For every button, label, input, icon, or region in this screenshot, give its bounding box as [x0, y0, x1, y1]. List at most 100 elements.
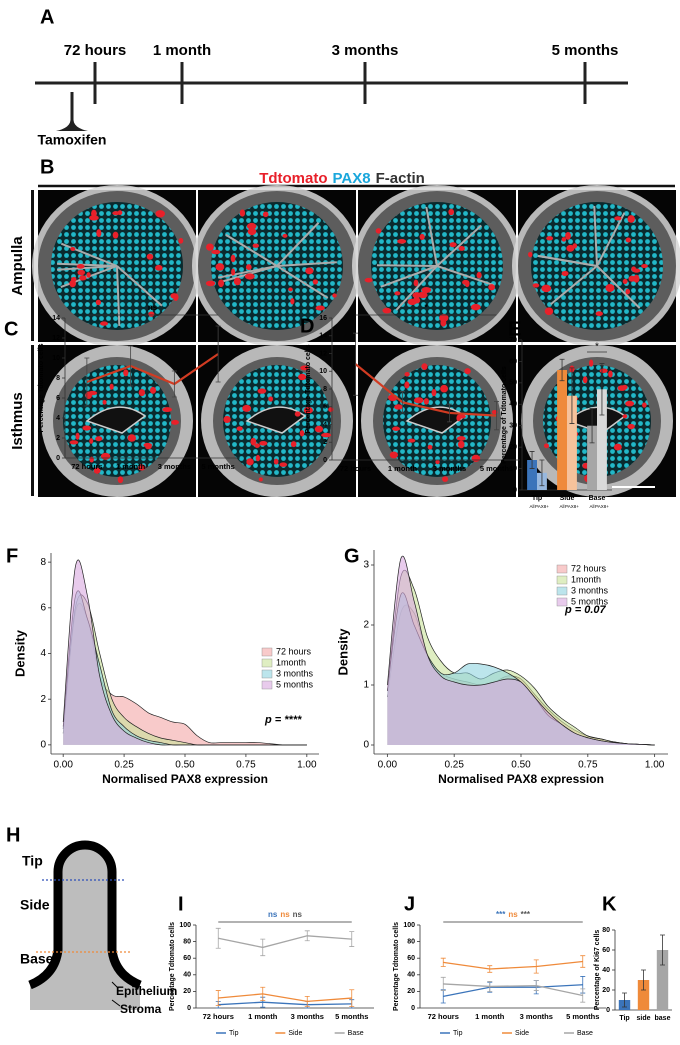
x-tick-label: base — [655, 1015, 671, 1022]
tdtomato-cell — [404, 381, 410, 389]
x-tick-label: 1 month — [388, 464, 418, 473]
significance-part: *** — [496, 910, 506, 919]
tdtomato-cell — [258, 477, 263, 482]
x-tick-label: Tip — [532, 495, 542, 502]
x-tick-label: 3 months — [291, 1012, 324, 1021]
bar-sublabel: All — [590, 504, 595, 509]
fold — [380, 265, 438, 288]
error-bar — [215, 927, 221, 949]
row-bar — [31, 345, 34, 496]
y-tick-label: 0 — [323, 457, 327, 464]
tdtomato-cell — [255, 454, 261, 462]
significance-part: ns — [268, 910, 278, 919]
tdtomato-cell — [242, 404, 252, 412]
tdtomato-cell — [231, 268, 236, 276]
tdtomato-cell — [419, 233, 425, 240]
error-bar — [353, 332, 358, 396]
tdtomato-cell — [290, 441, 297, 448]
y-tick-label: 20 — [509, 444, 517, 451]
density-line — [387, 555, 655, 746]
tdtomato-cell — [279, 462, 288, 467]
error-bar — [349, 931, 355, 947]
tdtomato-cell — [250, 437, 257, 446]
tdtomato-cell — [633, 274, 640, 283]
tdtomato-cell — [138, 464, 146, 471]
legend-label: 3 months — [276, 668, 314, 678]
stain-name: PAX8 — [333, 170, 371, 187]
tamoxifen-marker — [56, 92, 88, 131]
y-tick-label: 60 — [183, 955, 191, 962]
tdtomato-cell — [566, 244, 575, 252]
tdtomato-cell — [328, 407, 334, 412]
y-tick-label: 4 — [56, 415, 60, 422]
error-bar — [589, 408, 595, 444]
tdtomato-cell — [449, 242, 457, 248]
fold — [60, 242, 118, 267]
y-tick-label: 8 — [56, 375, 60, 382]
tdtomato-cell — [86, 272, 91, 278]
tdtomato-cell — [138, 389, 146, 397]
panel-letter: F — [6, 545, 18, 567]
y-tick-label: 40 — [509, 401, 517, 408]
tdtomato-cell — [613, 443, 622, 451]
tdtomato-cell — [205, 280, 216, 287]
bar — [587, 425, 597, 490]
tdtomato-cell — [544, 307, 554, 316]
y-tick-label: 80 — [602, 927, 610, 934]
x-tick-label: 1.00 — [645, 760, 665, 771]
tdtomato-cell — [314, 425, 324, 433]
tdtomato-cell — [70, 277, 77, 282]
panel-letter: A — [40, 6, 54, 28]
x-tick-label: Side — [560, 495, 575, 502]
tdtomato-cell — [91, 209, 97, 218]
pointer — [111, 981, 119, 989]
line-series — [218, 1001, 352, 1006]
legend-swatch — [261, 680, 273, 690]
tdtomato-cell — [543, 443, 549, 449]
tdtomato-cell — [146, 253, 154, 260]
tdtomato-cell — [418, 291, 428, 299]
error-bar — [599, 363, 605, 416]
error-bar — [128, 345, 134, 387]
y-tick-label: 0 — [187, 1005, 191, 1012]
error-bar — [440, 957, 446, 967]
bar — [557, 370, 567, 490]
tdtomato-cell — [79, 275, 87, 281]
epithelium-shape — [28, 840, 142, 990]
significance: ns ns ns — [268, 910, 303, 919]
tdtomato-cell — [394, 291, 401, 296]
timeline-label: 72 hours — [64, 42, 127, 59]
error-bar — [260, 986, 266, 1001]
y-tick-label: 20 — [407, 988, 415, 995]
panel-letter: D — [300, 315, 314, 337]
chart: G 0 1 2 3 Density 0.00 0.25 0.50 0.75 1.00 Normalis… — [335, 545, 668, 786]
error-bar — [171, 370, 177, 398]
y-axis-label: Percentage of Tdtomato cells — [501, 366, 508, 464]
panel-letter: G — [344, 545, 360, 567]
y-axis-label: Percentage Tdtomato cells — [305, 344, 312, 433]
tdtomato-cell — [252, 243, 260, 248]
y-tick-label: 8 — [323, 386, 327, 393]
fold — [395, 265, 438, 311]
density-area — [387, 556, 655, 745]
legend-label: 5 months — [276, 679, 314, 689]
tdtomato-cell — [109, 383, 114, 390]
tdtomato-cell — [561, 270, 569, 277]
fold — [425, 206, 438, 267]
density-line — [387, 569, 655, 746]
y-tick-label: 20 — [602, 987, 610, 994]
y-tick-label: 6 — [323, 404, 327, 411]
tdtomato-cell — [82, 425, 92, 431]
fold — [596, 265, 641, 309]
x-tick-label: 0.75 — [236, 760, 256, 771]
tdtomato-cell — [456, 436, 466, 441]
timeline-label: 5 months — [552, 42, 619, 59]
panel-letter: C — [4, 318, 18, 340]
bar — [527, 460, 537, 490]
significance: *** ns *** — [496, 910, 531, 919]
tdtomato-cell — [246, 458, 254, 466]
fold — [593, 206, 598, 267]
error-bar — [440, 976, 446, 991]
y-tick-label: 60 — [602, 947, 610, 954]
x-axis-label: Normalised PAX8 expression — [102, 772, 268, 786]
